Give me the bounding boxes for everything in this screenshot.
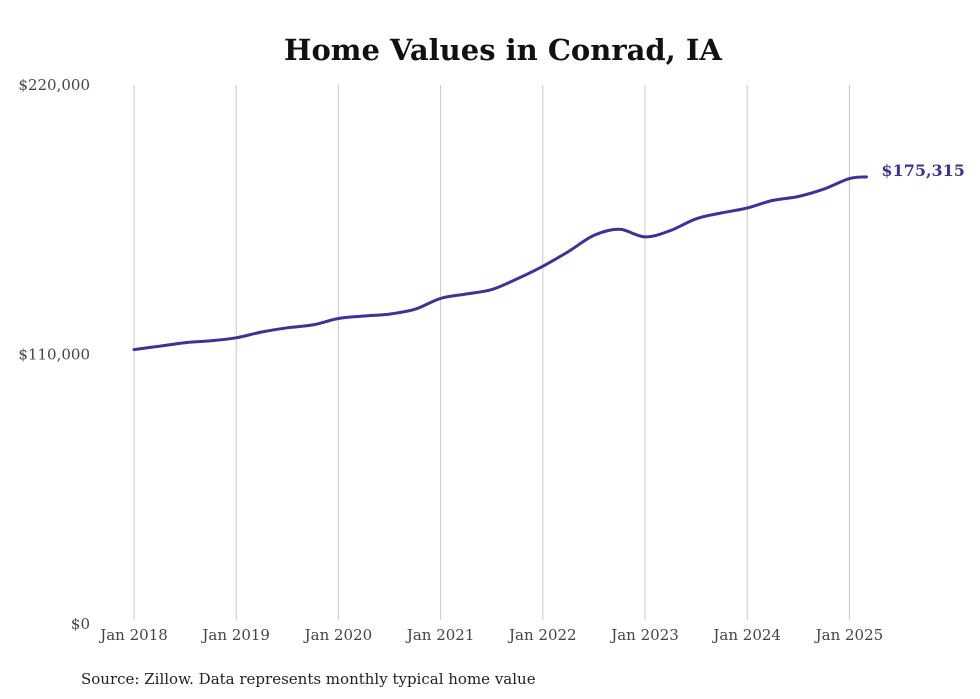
gridlines (133, 85, 850, 620)
y-tick-label: $110,000 (18, 346, 90, 364)
end-value-label: $175,315 (881, 161, 965, 180)
x-tick-label: Jan 2019 (200, 626, 270, 644)
source-note: Source: Zillow. Data represents monthly … (81, 670, 536, 688)
x-axis-ticks: Jan 2018 Jan 2019 Jan 2020 Jan 2021 Jan 2022… (98, 626, 883, 644)
y-tick-label: $220,000 (18, 76, 90, 94)
x-tick-label: Jan 2024 (711, 626, 781, 644)
x-tick-label: Jan 2022 (507, 626, 577, 644)
x-tick-label: Jan 2020 (303, 626, 373, 644)
x-tick-label: Jan 2025 (814, 626, 884, 644)
series-line (132, 175, 868, 352)
chart-title: Home Values in Conrad, IA (284, 33, 722, 67)
y-axis-ticks: $220,000 $110,000 $0 (18, 76, 90, 633)
x-tick-label: Jan 2023 (609, 626, 679, 644)
y-tick-label: $0 (71, 615, 90, 633)
x-tick-label: Jan 2018 (98, 626, 168, 644)
x-tick-label: Jan 2021 (405, 626, 475, 644)
